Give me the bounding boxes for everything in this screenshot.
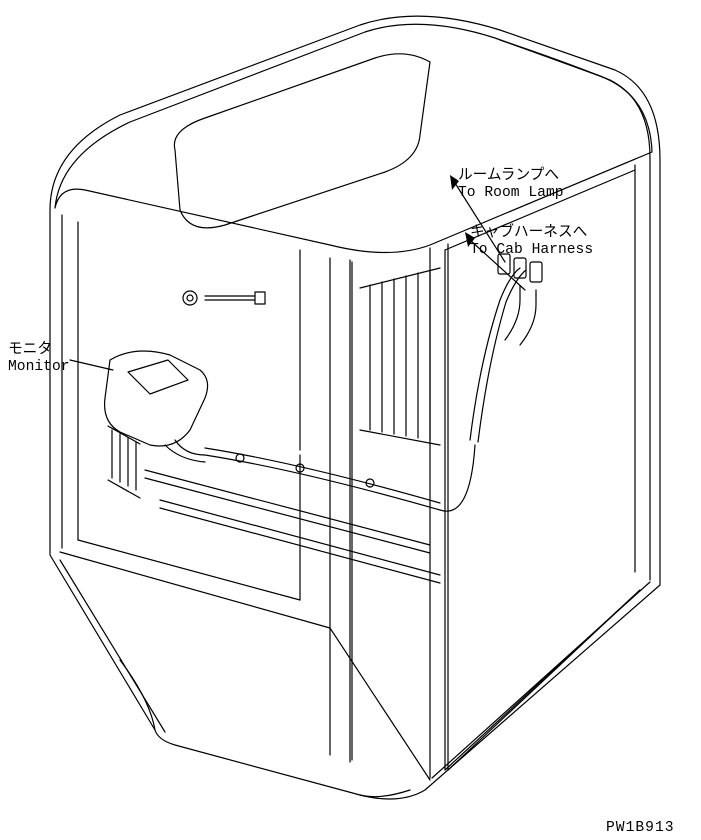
label-monitor: モニタ Monitor [8,342,70,376]
label-cab-harness-en: To Cab Harness [470,242,593,259]
label-monitor-en: Monitor [8,359,70,376]
label-monitor-jp: モニタ [8,342,70,359]
label-cab-harness-jp: キャブハーネスへ [470,225,593,242]
label-room-lamp-jp: ルームランプへ [458,168,564,185]
monitor-unit [105,291,265,498]
cab-line-drawing [0,0,701,840]
drawing-id: PW1B913 [606,820,675,836]
label-cab-harness: キャブハーネスへ To Cab Harness [470,225,593,259]
label-room-lamp-en: To Room Lamp [458,185,564,202]
label-room-lamp: ルームランプへ To Room Lamp [458,168,564,202]
diagram-canvas: モニタ Monitor ルームランプへ To Room Lamp キャブハーネス… [0,0,701,840]
